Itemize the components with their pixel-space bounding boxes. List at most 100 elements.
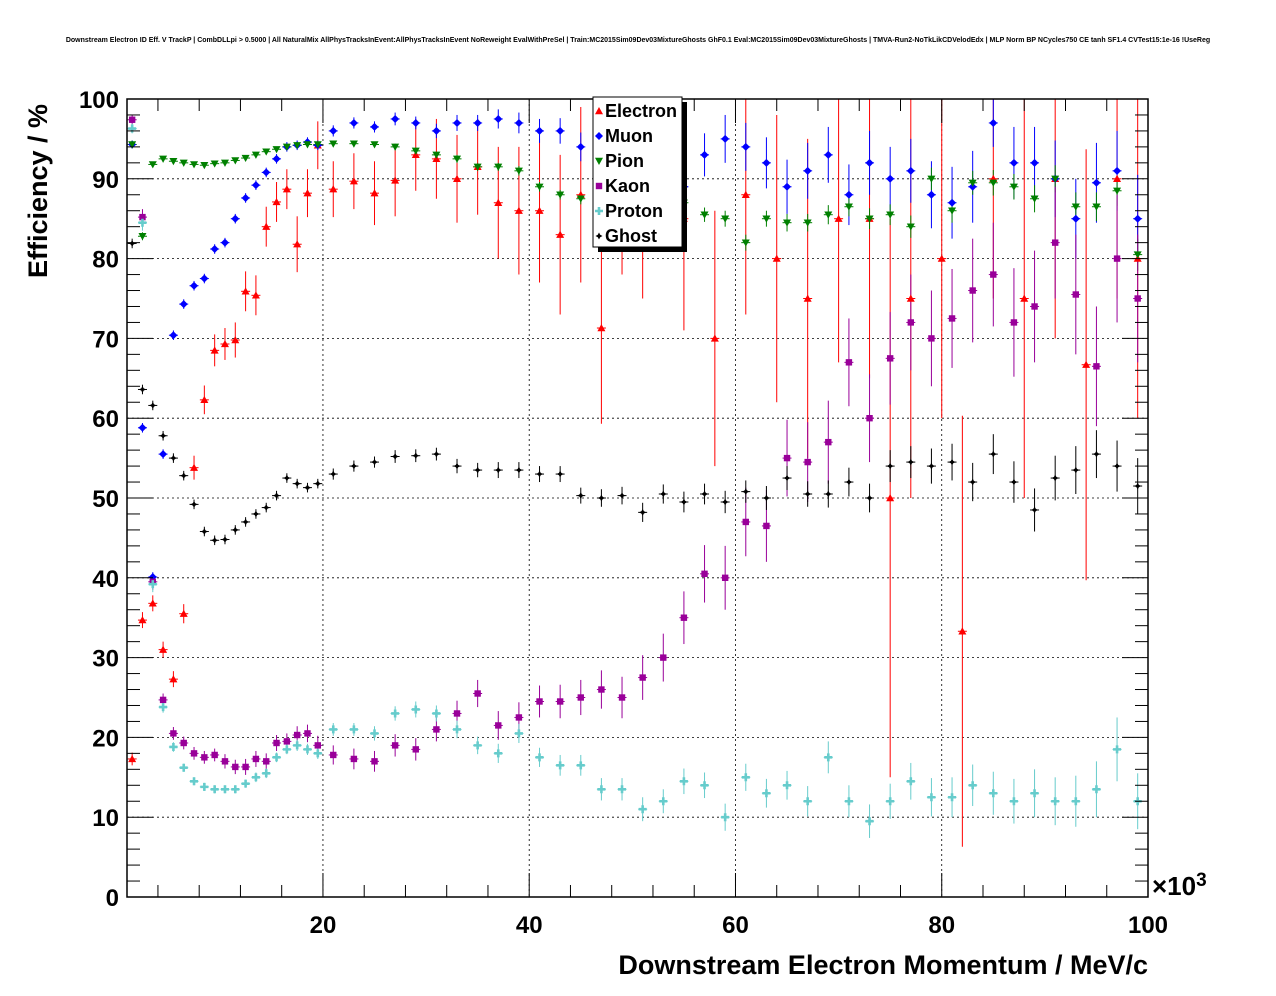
kaon-point (201, 754, 208, 761)
muon-point (210, 245, 219, 254)
proton-point (282, 745, 291, 754)
muon-point (1133, 214, 1142, 223)
proton-point (556, 761, 565, 770)
muon-point (948, 198, 957, 207)
muon-point (700, 150, 709, 159)
kaon-legend-marker (595, 182, 603, 190)
ghost-point (1134, 482, 1142, 490)
muon-point (138, 423, 147, 432)
pion-legend-label: Pion (605, 151, 644, 171)
proton-legend-label: Proton (605, 201, 663, 221)
muon-point (473, 118, 482, 127)
kaon-point (232, 763, 239, 771)
kaon-point (273, 739, 280, 747)
kaon-point (618, 694, 626, 701)
pion-point (349, 140, 358, 148)
muon-point (272, 154, 281, 163)
muon-point (886, 174, 895, 183)
pion-point (824, 211, 833, 219)
muon-point (1092, 178, 1101, 187)
ghost-point (200, 528, 208, 536)
electron-point (710, 334, 719, 342)
proton-point (241, 779, 250, 788)
y-tick-label: 50 (92, 486, 119, 513)
electron-point (210, 346, 219, 354)
ghost-point (350, 462, 358, 470)
proton-point (783, 781, 792, 790)
kaon-point (556, 698, 564, 705)
proton-point (906, 777, 915, 786)
kaon-point (804, 458, 811, 466)
kaon-point (845, 359, 853, 366)
electron-point (772, 254, 781, 262)
kaon-point (190, 750, 198, 757)
muon-point (783, 182, 792, 191)
kaon-point (314, 742, 321, 749)
proton-point (1092, 785, 1101, 794)
kaon-point (928, 335, 935, 342)
proton-point (514, 729, 523, 738)
legend-box (592, 96, 683, 248)
electron-point (169, 675, 178, 683)
y-tick-label: 0 (106, 885, 119, 912)
proton-point (473, 741, 482, 750)
muon-point (241, 193, 250, 202)
ghost-point (680, 498, 688, 506)
pion-point (148, 161, 157, 169)
electron-point (1113, 174, 1122, 182)
ghost-point (886, 462, 894, 470)
y-tick-label: 20 (92, 725, 119, 752)
pion-point (453, 155, 462, 163)
chart-title: Downstream Electron ID Eff. V TrackP | C… (66, 37, 1210, 44)
ghost-point (515, 466, 523, 474)
pion-point (989, 179, 998, 187)
y-tick-label: 60 (92, 406, 119, 433)
y-tick-label: 80 (92, 247, 119, 274)
electron-point (251, 291, 260, 299)
ghost-point (659, 490, 667, 498)
electron-point (803, 294, 812, 302)
proton-point (1030, 789, 1039, 798)
kaon-point (474, 690, 481, 697)
ghost-point (866, 494, 874, 502)
pion-point (432, 151, 441, 159)
x-axis-title: Downstream Electron Momentum / MeV/c (618, 950, 1148, 980)
electron-point (597, 324, 606, 332)
x-multiplier-label: ×103 (1152, 870, 1207, 901)
kaon-point (453, 710, 461, 717)
muon-legend-label: Muon (605, 126, 653, 146)
electron-point (128, 754, 137, 763)
kaon-point (304, 730, 311, 737)
electron-point (138, 616, 147, 624)
proton-point (989, 789, 998, 798)
pion-point (886, 211, 895, 219)
pion-point (1113, 187, 1122, 195)
ghost-point (556, 470, 564, 478)
pion-point (1071, 203, 1080, 211)
electron-point (159, 645, 168, 653)
kaon-point (1093, 363, 1100, 370)
ghost-point (128, 239, 136, 247)
electron-point (1082, 360, 1091, 368)
proton-point (432, 709, 441, 718)
pion-point (313, 141, 322, 149)
pion-point (272, 146, 281, 154)
ghost-point (927, 462, 935, 470)
muon-point (1071, 214, 1080, 223)
ghost-point (907, 458, 915, 466)
pion-point (783, 219, 792, 227)
proton-point (659, 797, 668, 806)
ghost-point (303, 484, 311, 492)
muon-point (927, 190, 936, 199)
proton-point (679, 777, 688, 786)
kaon-point (180, 739, 187, 747)
y-tick-label: 10 (92, 805, 119, 832)
kaon-point (742, 518, 749, 526)
kaon-point (1010, 319, 1018, 326)
kaon-point (159, 696, 167, 704)
electron-point (262, 222, 271, 230)
kaon-point (701, 570, 708, 578)
pion-point (138, 233, 147, 241)
electron-point (220, 339, 229, 348)
muon-point (159, 450, 168, 459)
